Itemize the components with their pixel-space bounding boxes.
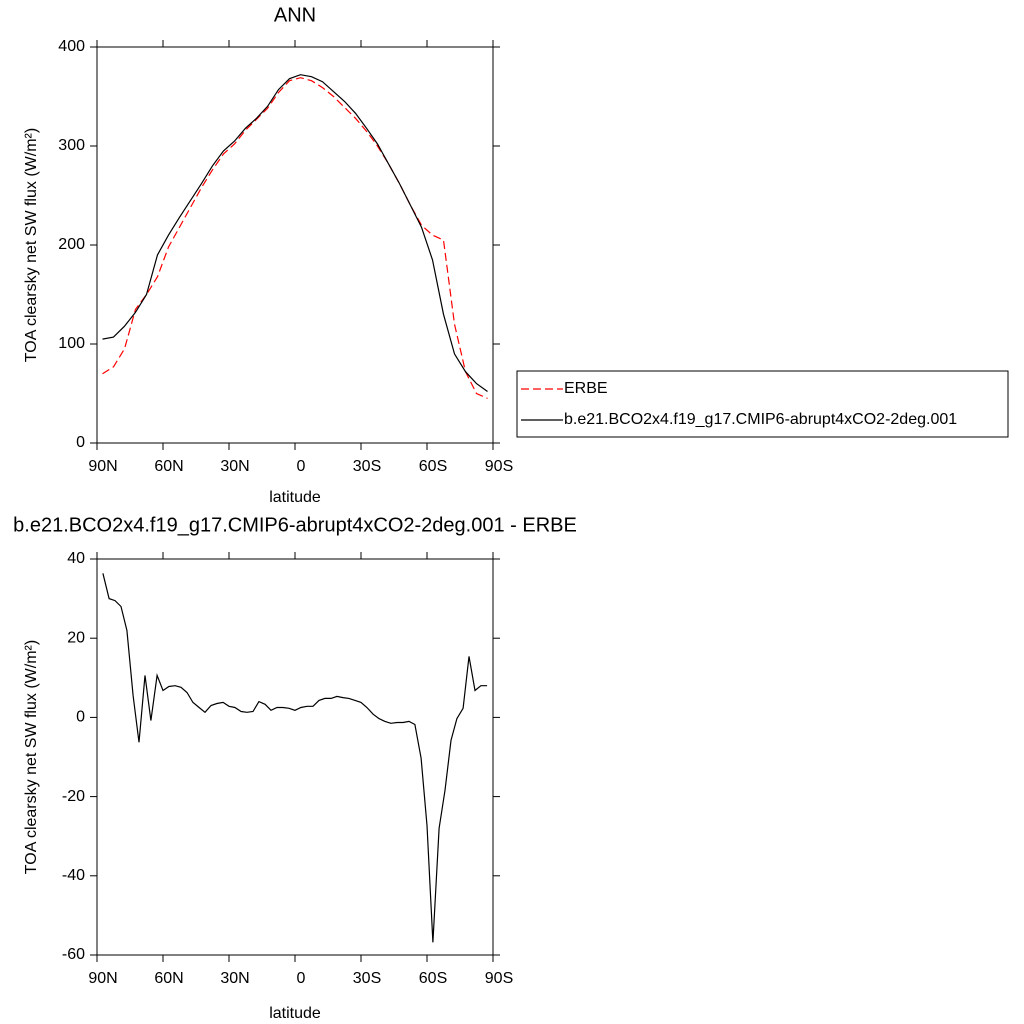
plot-frame [96, 46, 494, 444]
y-tick-label: 40 [67, 550, 85, 567]
y-tick-label: 0 [76, 709, 85, 726]
x-tick-label: 60N [154, 970, 183, 987]
plot-frame [96, 558, 494, 956]
x-tick-label: 30S [353, 970, 381, 987]
data-line [102, 77, 488, 399]
x-tick-label: 30N [220, 458, 249, 475]
y-axis-label: TOA clearsky net SW flux (W/m²) [23, 640, 40, 874]
y-tick-label: 300 [58, 137, 85, 154]
y-tick-label: 400 [58, 38, 85, 55]
x-tick-label: 90N [88, 970, 117, 987]
y-axis-label: TOA clearsky net SW flux (W/m²) [23, 128, 40, 362]
chart-title: b.e21.BCO2x4.f19_g17.CMIP6-abrupt4xCO2-2… [13, 514, 577, 536]
chart-title: ANN [274, 4, 316, 26]
y-tick-label: 100 [58, 335, 85, 352]
x-tick-label: 90S [485, 970, 513, 987]
x-axis-label: latitude [269, 489, 321, 506]
x-tick-label: 60S [419, 970, 447, 987]
x-tick-label: 30N [220, 970, 249, 987]
x-tick-label: 30S [353, 458, 381, 475]
y-tick-label: -40 [62, 867, 85, 884]
legend-label: b.e21.BCO2x4.f19_g17.CMIP6-abrupt4xCO2-2… [564, 411, 957, 428]
data-line [102, 573, 488, 943]
y-tick-label: 200 [58, 236, 85, 253]
x-tick-label: 0 [297, 970, 306, 987]
x-tick-label: 0 [297, 458, 306, 475]
legend-label: ERBE [564, 380, 608, 397]
legend-box [516, 370, 1009, 438]
y-tick-label: 0 [76, 434, 85, 451]
y-tick-label: -20 [62, 788, 85, 805]
x-tick-label: 60N [154, 458, 183, 475]
y-tick-label: 20 [67, 629, 85, 646]
x-axis-label: latitude [269, 1005, 321, 1022]
y-tick-label: -60 [62, 946, 85, 963]
x-tick-label: 60S [419, 458, 447, 475]
x-tick-label: 90S [485, 458, 513, 475]
x-tick-label: 90N [88, 458, 117, 475]
data-line [102, 74, 488, 392]
